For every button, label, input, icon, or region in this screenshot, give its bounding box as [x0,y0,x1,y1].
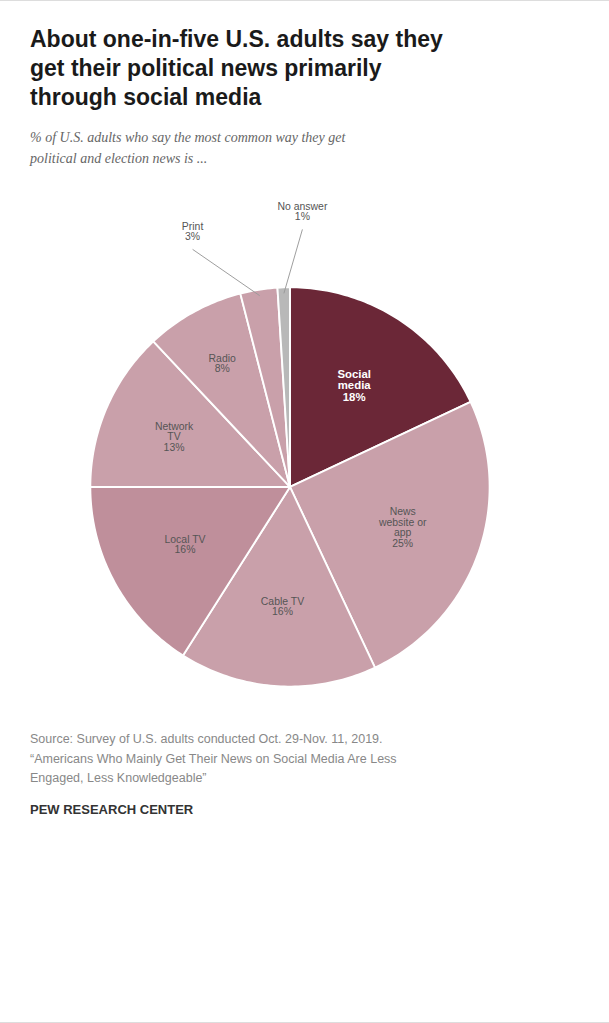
html-text:% of U.S. adults who say the m: % of U.S. adults who say the most common… [30,130,346,167]
svg-text:No answer1%: No answer1% [277,201,327,222]
svg-text:Cable TV16%: Cable TV16% [261,596,304,617]
html-text:Source: Survey of U.S. adults: Source: Survey of U.S. adults conducted … [30,732,397,786]
svg-text:NetworkTV13%: NetworkTV13% [155,421,194,453]
svg-text:Local TV16%: Local TV16% [164,534,205,555]
html-text:PEW RESEARCH CENTER: PEW RESEARCH CENTER [30,802,194,818]
svg-text:Radio8%: Radio8% [209,353,236,374]
svg-text:Newswebsite orapp25%: Newswebsite orapp25% [378,506,427,548]
html-text:About one-in-five U.S. adults: About one-in-five U.S. adults say they g… [30,26,443,110]
svg-text:Print3%: Print3% [182,221,204,242]
svg-text:Socialmedia18%: Socialmedia18% [337,368,371,403]
